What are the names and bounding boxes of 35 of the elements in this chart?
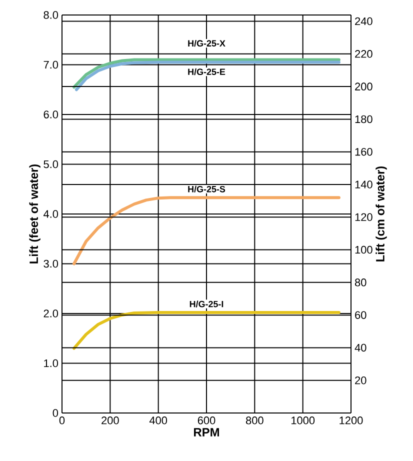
y2-tick-label: 220 [355, 50, 372, 58]
x-tick-label: 600 [198, 416, 216, 424]
series-label: H/G-25-I [190, 300, 224, 308]
y-tick-label: 3.0 [44, 260, 58, 268]
y2-tick-label: 180 [355, 115, 372, 124]
y2-tick-label: 120 [355, 213, 372, 222]
x-tick-label: 1000 [291, 416, 315, 424]
x-axis-title: RPM [194, 428, 219, 436]
y-tick-label: 5.0 [44, 160, 58, 168]
x-tick-label: 200 [102, 416, 119, 424]
series-label: H/G-25-S [188, 186, 226, 192]
y-tick-label: 2.0 [44, 310, 58, 318]
y2-tick-label: 20 [355, 376, 366, 384]
y-tick-label: 8.0 [44, 11, 58, 19]
y2-tick-label: 40 [354, 344, 366, 352]
y-tick-label: 1.0 [44, 359, 58, 368]
y-tick-label: 4.0 [43, 210, 58, 218]
x-tick-label: 0 [59, 416, 65, 424]
y2-tick-label: 60 [355, 311, 366, 319]
x-tick-label: 800 [246, 416, 264, 424]
y2-tick-label: 100 [355, 246, 372, 254]
y-tick-label: 0 [52, 409, 58, 417]
y2-tick-label: 200 [355, 82, 372, 90]
y2-axis-title: Lift (cm of water) [376, 166, 387, 262]
y-tick-label: 6.0 [44, 110, 58, 118]
x-tick-label: 1200 [340, 416, 363, 424]
x-tick-label: 400 [149, 416, 168, 424]
series-label: H/G-25-E [188, 68, 226, 76]
y2-tick-label: 240 [355, 17, 372, 26]
y2-tick-label: 140 [355, 180, 372, 188]
y-axis-title: Lift (feet of water) [29, 164, 40, 264]
series-label: H/G-25-X [188, 40, 226, 47]
y2-tick-label: 80 [354, 278, 366, 286]
y2-tick-label: 160 [355, 148, 372, 156]
y-tick-label: 7.0 [44, 60, 58, 69]
